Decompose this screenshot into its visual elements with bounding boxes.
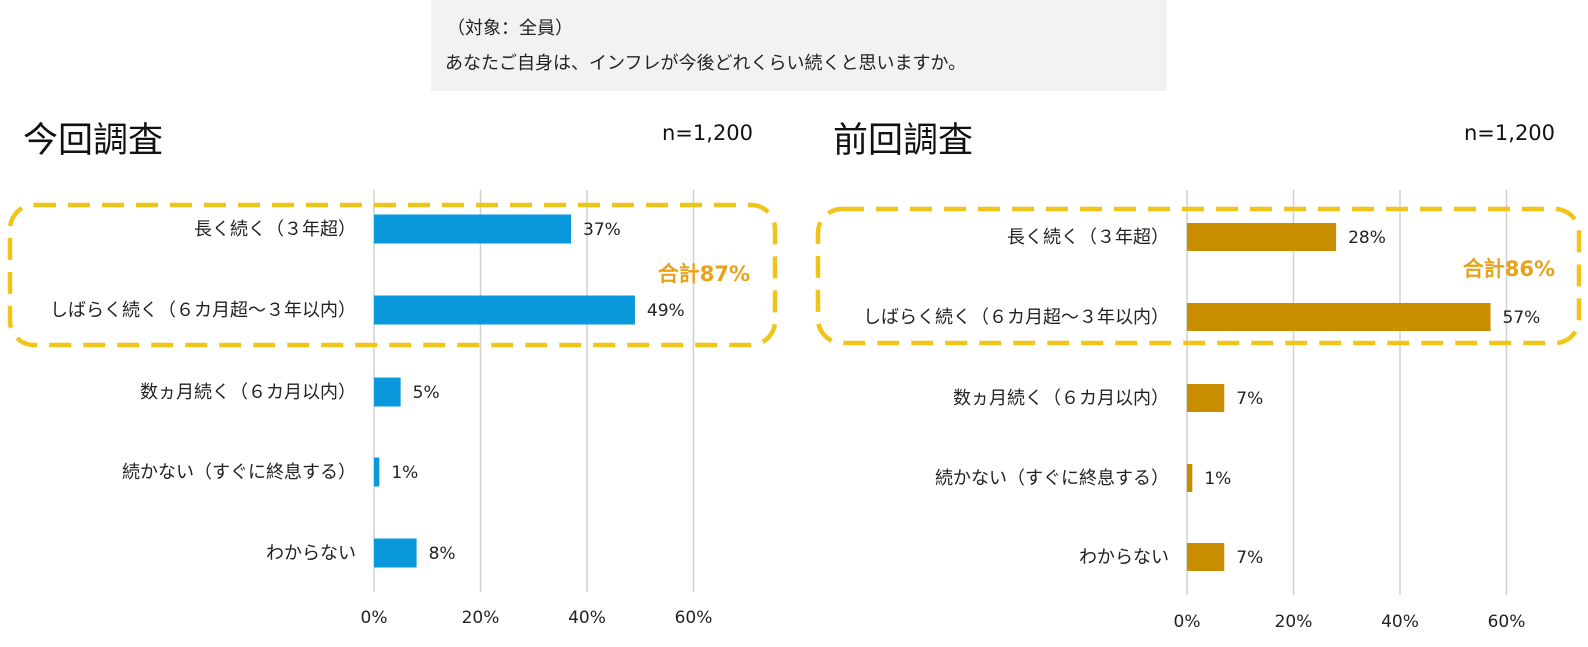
current-bar	[374, 538, 417, 568]
current-bar	[374, 295, 635, 325]
current-tick-label: 40%	[568, 608, 606, 628]
previous-tick-label: 20%	[1275, 612, 1313, 632]
previous-value-label: 28%	[1348, 228, 1386, 248]
current-value-label: 5%	[413, 383, 440, 403]
current-tick-label: 60%	[675, 608, 713, 628]
current-survey-title: 今回調査	[23, 121, 164, 161]
previous-category-label: わからない	[1079, 547, 1169, 568]
previous-value-label: 57%	[1503, 308, 1541, 328]
previous-highlight-box	[815, 206, 1582, 346]
current-value-label: 37%	[583, 220, 621, 240]
previous-value-label: 7%	[1236, 389, 1263, 409]
previous-value-label: 1%	[1204, 469, 1231, 489]
previous-tick-label: 60%	[1488, 612, 1526, 632]
current-bar	[374, 214, 572, 244]
previous-bar	[1187, 303, 1491, 331]
previous-tick-label: 0%	[1174, 612, 1201, 632]
previous-sample-size: n=1,200	[1464, 121, 1556, 145]
current-category-label: しばらく続く（６カ月超～３年以内）	[50, 300, 356, 321]
previous-category-label: 長く続く（３年超）	[1007, 227, 1169, 248]
question-text: あなたご自身は、インフレが今後どれくらい続くと思いますか。	[445, 53, 967, 74]
current-value-label: 1%	[391, 463, 418, 483]
previous-category-label: しばらく続く（６カ月超～３年以内）	[863, 307, 1169, 328]
current-highlight-box	[7, 202, 778, 348]
previous-bar	[1187, 543, 1225, 571]
previous-tick-label: 40%	[1381, 612, 1419, 632]
current-total-label: 合計87%	[658, 262, 750, 286]
current-category-label: 長く続く（３年超）	[194, 219, 356, 240]
previous-bar	[1187, 464, 1193, 492]
previous-survey-title: 前回調査	[833, 121, 974, 161]
previous-bar	[1187, 223, 1337, 251]
previous-value-label: 7%	[1236, 548, 1263, 568]
current-category-label: わからない	[266, 543, 356, 564]
previous-category-label: 数ヵ月続く（６カ月以内）	[953, 388, 1169, 409]
previous-category-label: 続かない（すぐに終息する）	[935, 468, 1169, 489]
question-target: （対象：全員）	[447, 18, 573, 39]
current-bar	[374, 457, 380, 487]
current-category-label: 数ヵ月続く（６カ月以内）	[140, 382, 356, 403]
current-sample-size: n=1,200	[662, 121, 754, 145]
current-value-label: 49%	[647, 301, 685, 321]
current-tick-label: 20%	[462, 608, 500, 628]
current-category-label: 続かない（すぐに終息する）	[122, 462, 356, 483]
current-survey-chart: 0% 20% 40% 60% 長く続く（３年超） 37% しばらく続く（６カ月超～３年以内）…	[7, 190, 778, 628]
question-box: （対象：全員） あなたご自身は、インフレが今後どれくらい続くと思いますか。	[431, 0, 1167, 91]
current-tick-label: 0%	[361, 608, 388, 628]
current-bar	[374, 377, 401, 407]
previous-bar	[1187, 384, 1225, 412]
previous-survey-chart: 0% 20% 40% 60% 長く続く（３年超） 28% しばらく続く（６カ月超～３年以内）…	[815, 190, 1582, 632]
current-value-label: 8%	[429, 544, 456, 564]
previous-total-label: 合計86%	[1463, 257, 1555, 281]
